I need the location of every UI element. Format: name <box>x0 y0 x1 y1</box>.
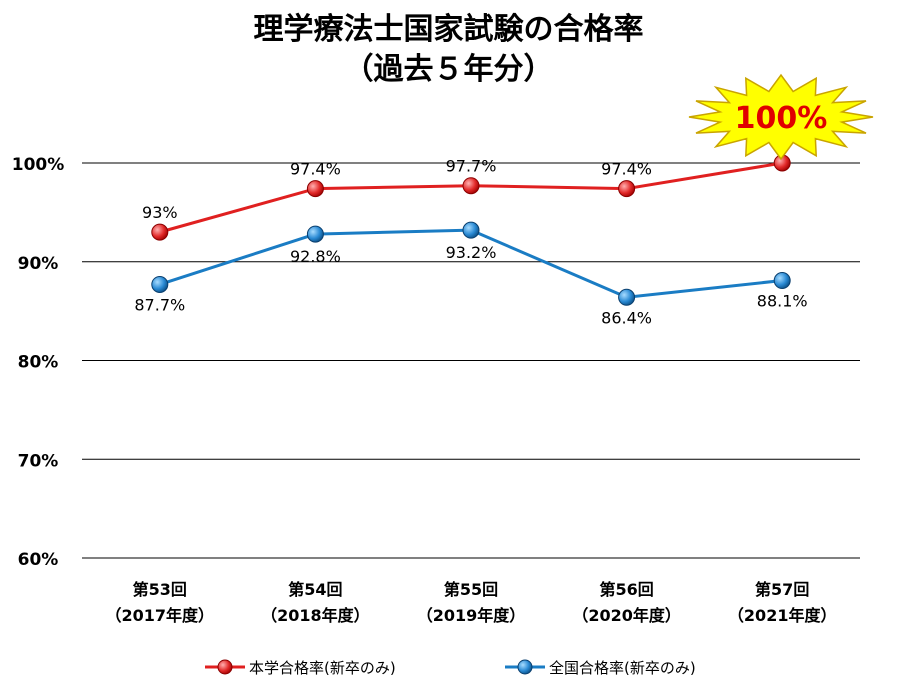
data-point <box>306 225 324 243</box>
series-line <box>159 228 783 299</box>
gridlines <box>82 162 860 559</box>
legend: 本学合格率(新卒のみ) 全国合格率(新卒のみ) <box>205 659 696 677</box>
data-labels: 93% 97.4% 97.7% 97.4% 87.7% 92.8% 93.2% 86.4% 88… <box>134 157 807 328</box>
x-tick-label: 第56回 <box>599 580 653 599</box>
x-axis-ticks: 第53回 （2017年度） 第54回 （2018年度） 第55回 （2019年度） 第56回… <box>106 580 837 625</box>
y-tick-label: 60% <box>18 550 59 570</box>
legend-label: 本学合格率(新卒のみ) <box>249 659 396 677</box>
chart-title: 理学療法士国家試験の合格率 （過去５年分） <box>0 10 897 90</box>
y-axis-ticks: 60% 70% 80% 90% 100% <box>12 155 65 570</box>
legend-marker <box>517 659 533 675</box>
x-tick-label: （2019年度） <box>417 606 526 625</box>
data-point <box>618 288 636 306</box>
x-tick-label: （2018年度） <box>261 606 370 625</box>
x-tick-label: （2020年度） <box>572 606 681 625</box>
x-tick-label: 第53回 <box>133 580 187 599</box>
data-label: 97.4% <box>601 160 652 179</box>
data-point <box>462 177 480 195</box>
data-label: 97.4% <box>290 160 341 179</box>
x-tick-label: （2017年度） <box>106 606 215 625</box>
data-label: 86.4% <box>601 308 652 327</box>
burst-shape <box>688 73 874 161</box>
callout-text: 100% <box>735 101 828 136</box>
chart-subtitle: （過去５年分） <box>343 52 554 87</box>
data-point <box>462 221 480 239</box>
x-tick-label: 第54回 <box>288 580 342 599</box>
data-label: 93.2% <box>446 243 497 262</box>
data-label: 93% <box>142 203 178 222</box>
x-tick-label: 第55回 <box>444 580 498 599</box>
chart-title-main: 理学療法士国家試験の合格率 <box>253 12 644 47</box>
legend-label: 全国合格率(新卒のみ) <box>549 659 696 677</box>
callout-burst: 100% <box>688 73 874 161</box>
series-lines <box>151 154 791 306</box>
data-point <box>306 180 324 198</box>
data-point <box>151 275 169 293</box>
data-label: 92.8% <box>290 247 341 266</box>
x-tick-label: 第57回 <box>755 580 809 599</box>
data-point <box>151 223 169 241</box>
x-tick-label: （2021年度） <box>728 606 837 625</box>
data-label: 88.1% <box>757 292 808 311</box>
y-tick-label: 100% <box>12 155 65 175</box>
data-point <box>773 272 791 290</box>
data-label: 87.7% <box>134 295 185 314</box>
y-tick-label: 70% <box>18 451 59 471</box>
data-point <box>618 180 636 198</box>
data-label: 97.7% <box>446 157 497 176</box>
legend-marker <box>217 659 233 675</box>
y-tick-label: 80% <box>18 353 59 373</box>
y-tick-label: 90% <box>18 254 59 274</box>
